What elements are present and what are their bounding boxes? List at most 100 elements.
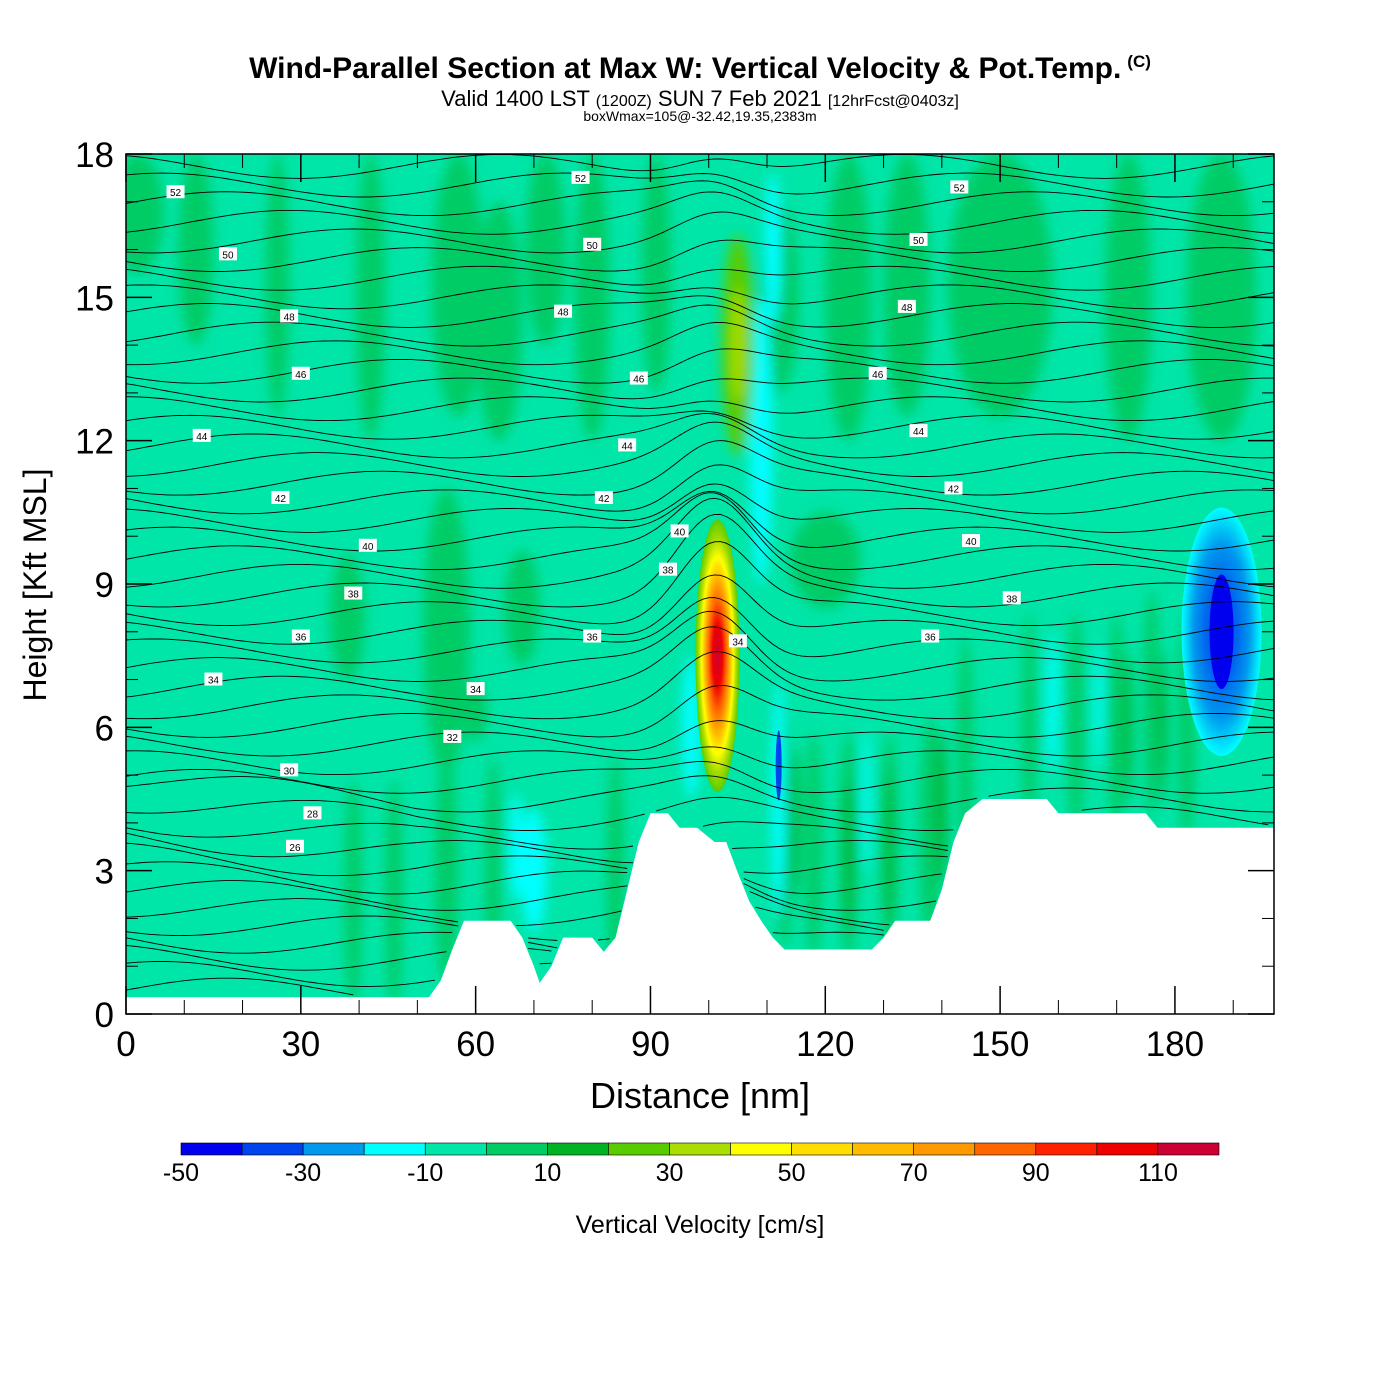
theta-contour-line: [126, 684, 1274, 738]
theta-label-bg: [280, 309, 299, 323]
copyright-mark: (C): [1127, 52, 1151, 71]
theta-label-bg: [271, 491, 290, 504]
theta-contour-line: [126, 541, 1274, 627]
field-patch: [423, 488, 470, 776]
colorbar-swatch: [1096, 1142, 1159, 1156]
theta-contour-line: [126, 931, 884, 954]
theta-contour-line: [126, 513, 1274, 608]
theta-label-bg: [583, 237, 602, 251]
theta-label: 46: [295, 370, 307, 381]
colorbar-tick-label: -30: [285, 1159, 321, 1187]
y-tick-label: 18: [75, 136, 114, 175]
theta-label-bg: [583, 629, 602, 643]
theta-contour-line: [126, 180, 1274, 217]
x-axis-label: Distance [nm]: [590, 1075, 810, 1116]
theta-label-bg: [594, 491, 613, 504]
colorbar-swatch: [302, 1142, 365, 1156]
colorbar-swatch: [730, 1142, 792, 1156]
x-tick-label: 60: [456, 1025, 495, 1064]
colorbar-swatch: [1157, 1142, 1220, 1156]
theta-label: 32: [447, 733, 459, 744]
theta-contour-line: [126, 574, 1274, 645]
field-downdraft: [508, 794, 525, 900]
x-tick-label: 150: [971, 1025, 1029, 1064]
theta-contour-line: [126, 775, 1274, 813]
field-column: [1022, 612, 1037, 842]
field-column-core: [937, 732, 947, 885]
theta-contour-line: [126, 191, 1274, 235]
theta-label-bg: [291, 366, 310, 380]
colorbar-swatch: [180, 1142, 243, 1156]
theta-contour-line: [126, 295, 1274, 328]
theta-label-bg: [658, 562, 677, 576]
theta-contour-line: [126, 796, 1269, 831]
y-tick-label: 15: [75, 279, 114, 318]
theta-contour-line: [126, 321, 1274, 366]
theta-contour-line: [126, 464, 1274, 515]
theta-label: 42: [275, 494, 287, 505]
colorbar-label: Vertical Velocity [cm/s]: [576, 1211, 825, 1239]
theta-label: 30: [284, 766, 296, 777]
theta-label-bg: [443, 729, 462, 743]
theta-contour-line: [126, 746, 1274, 776]
x-tick-label: 30: [281, 1025, 320, 1064]
theta-contour-line: [126, 284, 1274, 310]
theta-contour-line: [126, 761, 1274, 794]
theta-contour-line: [126, 492, 1274, 571]
field-streak: [825, 154, 872, 441]
theta-label-bg: [280, 763, 299, 777]
theta-label-bg: [344, 586, 363, 600]
theta-contour-line: [126, 265, 1274, 291]
field-column: [1067, 612, 1085, 842]
field-downdraft: [521, 808, 547, 933]
theta-contour-line: [126, 961, 552, 987]
field-streak: [356, 154, 386, 441]
theta-contour-line: [126, 440, 1274, 496]
x-tick-label: 120: [796, 1025, 854, 1064]
forecast-info: [12hrFcst@0403z]: [827, 93, 959, 110]
theta-label-bg: [218, 247, 237, 261]
theta-label: 44: [622, 441, 634, 452]
theta-label-bg: [670, 524, 689, 538]
field-patch: [504, 550, 540, 666]
field-column: [1108, 612, 1125, 842]
x-tick-label: 90: [631, 1025, 670, 1064]
colorbar-swatch: [241, 1142, 304, 1156]
field-streak: [1105, 154, 1152, 441]
theta-label-bg: [961, 534, 980, 547]
field-streak: [475, 201, 523, 441]
valid-prefix: Valid 1400 LST: [441, 86, 590, 111]
theta-label: 44: [913, 427, 925, 438]
field-column: [434, 756, 459, 986]
theta-label: 26: [289, 843, 301, 854]
theta-label: 50: [913, 236, 925, 247]
theta-label: 48: [284, 312, 296, 323]
x-tick-label: 0: [116, 1025, 135, 1064]
theta-label-bg: [554, 304, 573, 318]
colorbar-tick-label: 30: [656, 1159, 684, 1187]
colorbar-tick-label: 10: [533, 1159, 561, 1187]
field-column-core: [844, 779, 853, 933]
theta-label-bg: [466, 682, 485, 696]
theta-contour-line: [126, 172, 1274, 198]
theta-contour-line: [126, 891, 890, 927]
theta-label-bg: [1002, 591, 1021, 605]
theta-contour-line: [126, 211, 1274, 254]
theta-label: 46: [872, 370, 884, 381]
theta-label: 52: [954, 183, 966, 194]
colorbar-tick-label: 70: [900, 1159, 928, 1187]
theta-contour-line: [126, 304, 1274, 347]
theta-contour-line: [126, 377, 1274, 403]
field-patch: [790, 512, 861, 608]
field-downdraft: [1095, 641, 1104, 766]
field-streak: [574, 154, 610, 441]
theta-contour-line: [126, 626, 1274, 701]
colorbar-tick-label: 110: [1138, 1159, 1178, 1187]
colorbar-swatch: [974, 1142, 1037, 1156]
theta-contour-line: [126, 821, 948, 850]
theta-label: 52: [575, 174, 587, 185]
theta-label-bg: [358, 538, 377, 552]
theta-label: 36: [587, 633, 599, 644]
y-tick-label: 9: [95, 566, 114, 605]
theta-label: 40: [965, 537, 977, 548]
